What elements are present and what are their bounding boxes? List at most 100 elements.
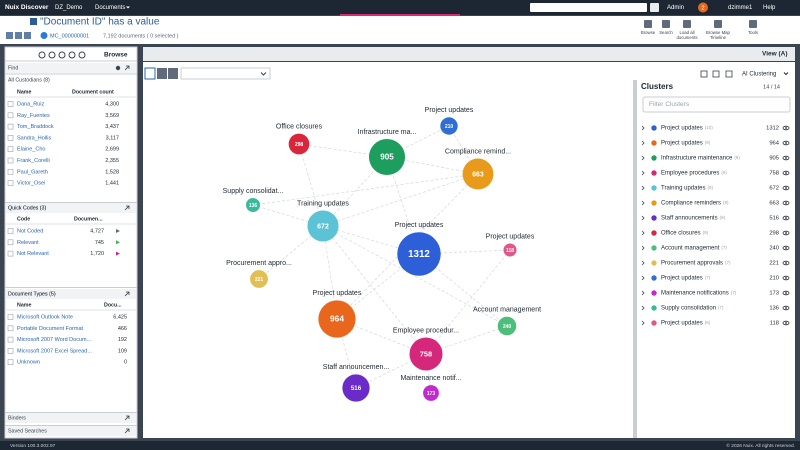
code-icon[interactable] — [116, 229, 120, 233]
checkbox[interactable] — [7, 348, 14, 354]
toolbar-icon[interactable] — [714, 20, 722, 28]
expand-chevron[interactable] — [641, 320, 645, 326]
eye-icon[interactable] — [782, 200, 790, 206]
checkbox[interactable] — [7, 228, 14, 234]
section-icon[interactable] — [124, 428, 130, 434]
panel-icon[interactable] — [58, 51, 66, 59]
eye-icon[interactable] — [782, 170, 790, 176]
row-name[interactable]: Microsoft 2007 Word Docum... — [17, 337, 92, 343]
cluster-bubble[interactable] — [409, 337, 443, 371]
section-icon[interactable] — [124, 291, 130, 297]
module-menu[interactable]: Documents — [95, 5, 125, 11]
cluster-bubble[interactable] — [342, 374, 370, 402]
row-name[interactable]: Frank_Corelli — [17, 158, 50, 164]
search-box[interactable] — [530, 3, 647, 12]
cluster-name[interactable]: Account management — [661, 246, 720, 252]
expand-chevron[interactable] — [641, 260, 645, 266]
panel-icon[interactable] — [712, 70, 720, 78]
checkbox[interactable] — [7, 250, 14, 257]
dropdown[interactable] — [180, 67, 271, 80]
cluster-name[interactable]: Project updates — [661, 276, 703, 282]
row-name[interactable]: Portable Document Format — [17, 326, 83, 332]
checkbox[interactable] — [7, 101, 14, 107]
cluster-name[interactable]: Maintenance notifications — [661, 291, 729, 297]
cluster-name[interactable]: Project updates — [661, 126, 703, 132]
panel-icon[interactable] — [48, 51, 56, 59]
checkbox[interactable] — [7, 359, 14, 366]
section-icon[interactable] — [124, 415, 130, 421]
panel-icon[interactable] — [78, 51, 86, 59]
toolbar-icon[interactable] — [662, 20, 670, 28]
panel-icon[interactable] — [700, 70, 708, 78]
expand-chevron[interactable] — [641, 170, 645, 176]
row-name[interactable]: Microsoft Outlook Note — [17, 314, 73, 320]
header-icon[interactable] — [40, 32, 48, 39]
eye-icon[interactable] — [782, 140, 790, 146]
clustering-mode[interactable]: AI Clustering — [742, 72, 776, 78]
expand-chevron[interactable] — [641, 215, 645, 221]
expand-chevron[interactable] — [641, 125, 645, 131]
row-name[interactable]: Ray_Fuentes — [17, 113, 50, 119]
document-id[interactable]: MC_000000001 — [50, 33, 89, 39]
header-icon[interactable] — [24, 32, 31, 39]
eye-icon[interactable] — [782, 230, 790, 236]
expand-chevron[interactable] — [641, 200, 645, 206]
eye-icon[interactable] — [782, 185, 790, 191]
case-name[interactable]: DZ_Demo — [55, 5, 83, 11]
eye-icon[interactable] — [782, 125, 790, 131]
cluster-bubble[interactable] — [397, 232, 441, 276]
checkbox[interactable] — [7, 325, 14, 332]
eye-icon[interactable] — [782, 320, 790, 326]
eye-icon[interactable] — [782, 245, 790, 251]
checkbox[interactable] — [7, 169, 14, 175]
expand-chevron[interactable] — [641, 305, 645, 311]
cluster-name[interactable]: Supply consolidation — [661, 306, 716, 312]
cluster-bubble[interactable] — [497, 316, 517, 336]
row-name[interactable]: Relevant — [17, 240, 39, 246]
section-icon[interactable] — [124, 205, 130, 211]
row-name[interactable]: Microsoft 2007 Excel Spread... — [17, 348, 92, 354]
cluster-bubble[interactable] — [246, 198, 260, 212]
cluster-name[interactable]: Office closures — [661, 231, 701, 237]
username[interactable]: dzimme1 — [728, 5, 753, 11]
row-name[interactable]: Paul_Gareth — [17, 169, 48, 175]
cluster-bubble[interactable] — [250, 270, 268, 288]
user-role[interactable]: Admin — [667, 5, 684, 11]
cluster-name[interactable]: Project updates — [661, 141, 703, 147]
people-view-button[interactable] — [168, 68, 178, 79]
eye-icon[interactable] — [782, 275, 790, 281]
toolbar-icon[interactable] — [683, 20, 691, 28]
cluster-name[interactable]: Procurement approvals — [661, 261, 723, 267]
row-name[interactable]: Elaine_Cho — [17, 147, 45, 153]
code-icon[interactable] — [116, 240, 120, 245]
checkbox[interactable] — [7, 135, 14, 141]
expand-chevron[interactable] — [641, 230, 645, 236]
toolbar-icon[interactable] — [644, 20, 652, 28]
row-name[interactable]: Unknown — [17, 360, 40, 366]
map-view-button[interactable] — [144, 67, 156, 80]
settings-icon[interactable] — [115, 65, 121, 71]
cluster-bubble[interactable] — [462, 158, 494, 190]
row-name[interactable]: Victor_Osei — [17, 181, 45, 187]
checkbox[interactable] — [7, 314, 14, 320]
notification-badge[interactable] — [698, 2, 708, 13]
checkbox[interactable] — [7, 123, 14, 130]
expand-chevron[interactable] — [641, 290, 645, 296]
checkbox[interactable] — [7, 180, 14, 186]
view-button[interactable]: View (A) — [762, 51, 788, 58]
cluster-name[interactable]: Staff announcements — [661, 216, 718, 222]
expand-chevron[interactable] — [641, 140, 645, 146]
cluster-bubble[interactable] — [423, 385, 439, 401]
checkbox[interactable] — [7, 157, 14, 164]
help-link[interactable]: Help — [763, 5, 776, 11]
cluster-bubble[interactable] — [503, 243, 517, 257]
eye-icon[interactable] — [782, 305, 790, 311]
checkbox[interactable] — [7, 146, 14, 152]
checkbox[interactable] — [7, 336, 14, 343]
code-icon[interactable] — [116, 251, 120, 256]
eye-icon[interactable] — [782, 155, 790, 161]
panel-icon[interactable] — [68, 51, 76, 59]
panel-icon[interactable] — [725, 70, 733, 78]
filter-input[interactable] — [642, 96, 791, 113]
row-name[interactable]: Dana_Ruiz — [17, 101, 44, 107]
